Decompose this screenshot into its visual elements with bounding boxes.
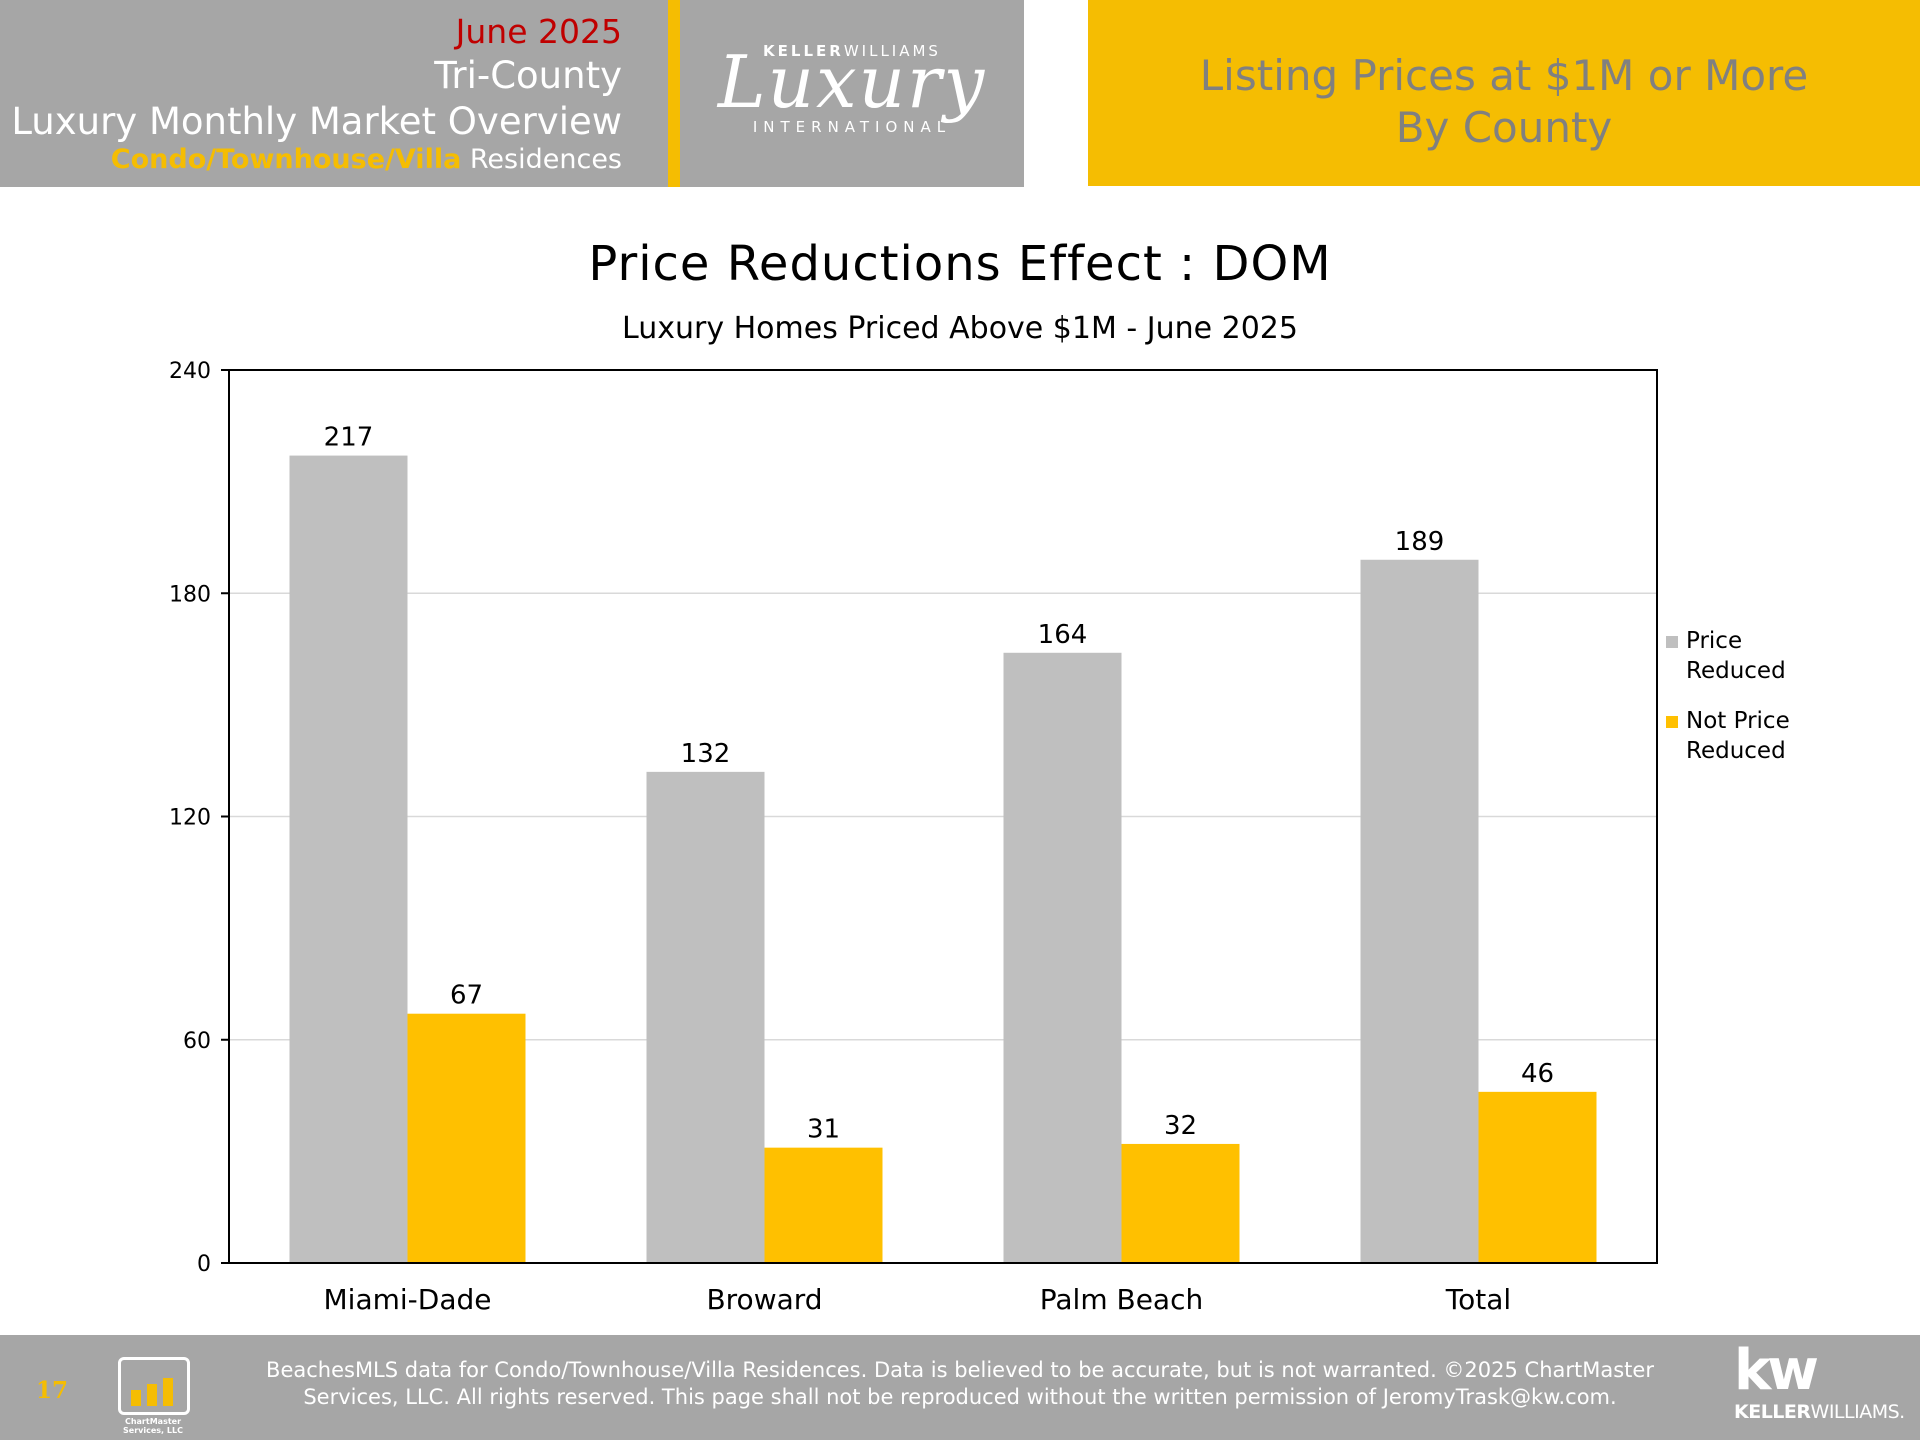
property-type: Condo/Townhouse/Villa Residences <box>111 144 622 175</box>
legend-swatch-price-reduced <box>1666 636 1678 648</box>
chart-title: Price Reductions Effect : DOM <box>588 236 1332 292</box>
x-tick-label: Broward <box>706 1283 822 1316</box>
chartmaster-logo-text: ChartMaster Services, LLC <box>123 1417 183 1435</box>
page-number: 17 <box>36 1377 69 1404</box>
y-tick-label: 0 <box>197 1252 211 1277</box>
kw-luxury-logo: KELLERWILLIAMS Luxury INTERNATIONAL <box>680 0 1024 187</box>
bar-value-label: 164 <box>1038 620 1088 650</box>
bar-value-label: 46 <box>1521 1059 1554 1089</box>
bar-value-label: 189 <box>1395 527 1445 557</box>
kw-mark: kw <box>1734 1338 1819 1403</box>
topic-line-2: By County <box>1395 103 1613 152</box>
header-accent-stripe <box>668 0 680 187</box>
bar-value-label: 132 <box>681 739 731 769</box>
legend-item-not-price-reduced: Not Price Reduced <box>1666 706 1790 766</box>
report-header-block: June 2025 Tri-County Luxury Monthly Mark… <box>0 0 668 187</box>
bar-not-price-reduced <box>764 1147 883 1263</box>
legend-item-price-reduced: Price Reduced <box>1666 626 1790 686</box>
bar-value-label: 31 <box>807 1115 840 1145</box>
y-tick-label: 60 <box>183 1029 211 1054</box>
bar-chart: 217 67 Miami-Dade 132 31 Broward 164 32 Palm Bea… <box>169 359 1658 1316</box>
bar-value-label: 67 <box>450 981 483 1011</box>
bar-not-price-reduced <box>1121 1143 1240 1263</box>
y-tick-label: 120 <box>169 806 211 831</box>
logo-international-line: INTERNATIONAL <box>752 118 952 136</box>
bar-price-reduced <box>289 455 408 1263</box>
x-tick-label: Total <box>1445 1283 1511 1316</box>
footer: 17 ChartMaster Services, LLC BeachesMLS … <box>0 1335 1920 1440</box>
chart-subtitle: Luxury Homes Priced Above $1M - June 202… <box>622 311 1298 346</box>
bar-not-price-reduced <box>1478 1091 1597 1263</box>
kw-logo: kw KELLERWILLIAMS. <box>1734 1338 1914 1424</box>
x-tick-label: Palm Beach <box>1040 1283 1203 1316</box>
bar-not-price-reduced <box>407 1013 526 1263</box>
kw-wordmark: KELLERWILLIAMS. <box>1734 1401 1905 1423</box>
chart-legend: Price Reduced Not Price Reduced <box>1666 626 1790 786</box>
chartmaster-logo: ChartMaster Services, LLC <box>116 1345 190 1435</box>
chartmaster-chart-icon <box>118 1357 190 1415</box>
disclaimer: BeachesMLS data for Condo/Townhouse/Vill… <box>266 1358 1654 1409</box>
y-tick-label: 180 <box>169 582 211 607</box>
bar-price-reduced <box>1360 559 1479 1263</box>
topic-line-1: Listing Prices at $1M or More <box>1199 51 1809 100</box>
property-type-highlight: Condo/Townhouse/Villa <box>110 144 462 175</box>
bar-value-label: 217 <box>324 423 374 453</box>
legend-swatch-not-price-reduced <box>1666 716 1678 728</box>
bar-price-reduced <box>646 771 765 1263</box>
bar-value-label: 32 <box>1164 1111 1197 1141</box>
y-tick-label: 240 <box>169 359 211 384</box>
property-type-rest: Residences <box>461 144 622 175</box>
x-tick-label: Miami-Dade <box>324 1283 492 1316</box>
report-region: Tri-County <box>434 54 622 97</box>
bar-price-reduced <box>1003 652 1122 1263</box>
report-title: Luxury Monthly Market Overview <box>11 100 622 143</box>
topic-banner: Listing Prices at $1M or More By County <box>1088 0 1920 186</box>
logo-script-word: Luxury <box>717 40 987 124</box>
report-date: June 2025 <box>455 12 622 51</box>
logo-brand-line: KELLERWILLIAMS <box>763 42 941 60</box>
